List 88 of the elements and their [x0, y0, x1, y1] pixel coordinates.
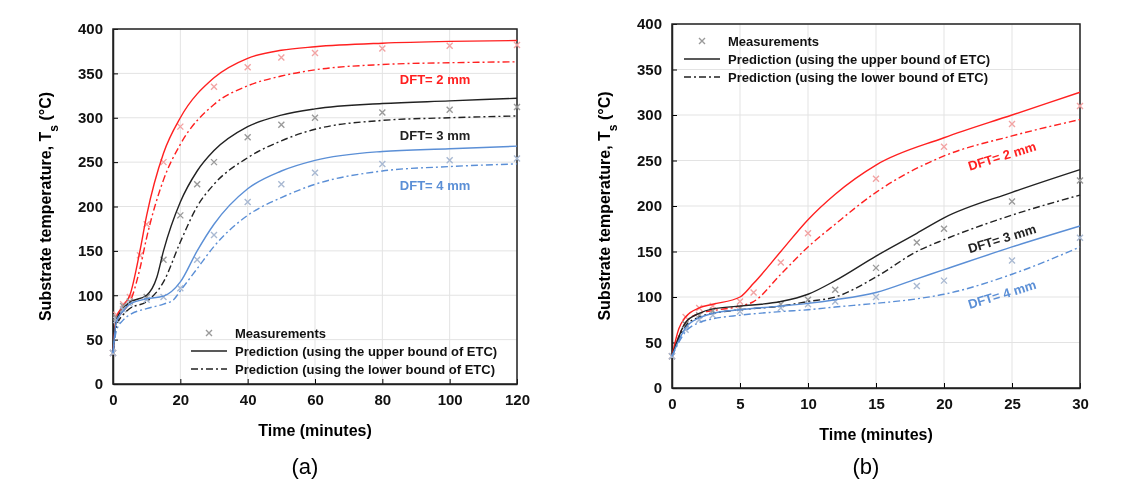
- point: [872, 264, 880, 272]
- legend-label: Prediction (using the lower bound of ETC): [728, 70, 988, 85]
- y-tick-label: 0: [653, 379, 662, 397]
- y-tick-label: 300: [636, 106, 662, 124]
- x-tick-label: 25: [1004, 394, 1021, 412]
- legend-label: Prediction (using the lower bound of ETC): [235, 362, 495, 377]
- x-tick-label: 100: [437, 390, 463, 408]
- legend-label: Prediction (using the upper bound of ETC): [235, 344, 498, 359]
- point: [913, 238, 921, 247]
- annotation: DFT= 2 mm: [966, 138, 1038, 174]
- point: [243, 133, 252, 141]
- x-axis-title: Time (minutes): [258, 422, 372, 439]
- point: [1008, 120, 1016, 128]
- y-tick-label: 300: [77, 109, 103, 127]
- point: [513, 103, 521, 111]
- point: [445, 106, 454, 114]
- point: [940, 225, 948, 233]
- y-tick-label: 400: [636, 15, 662, 33]
- point: [1076, 176, 1084, 185]
- point: [277, 180, 286, 189]
- x-tick-label: 0: [668, 394, 677, 412]
- point: [831, 286, 839, 294]
- point: [1076, 234, 1084, 242]
- point: [872, 175, 880, 183]
- annotation: DFT= 4 mm: [966, 277, 1038, 312]
- y-tick-label: 250: [636, 151, 662, 169]
- x-tick-label: 120: [504, 390, 531, 408]
- y-tick-label: 200: [77, 197, 103, 215]
- point: [445, 42, 454, 50]
- point: [749, 288, 758, 297]
- point: [777, 258, 785, 267]
- x-tick-label: 20: [172, 390, 190, 408]
- text: (a): [291, 454, 319, 479]
- point: [193, 180, 201, 189]
- x-tick-label: 10: [800, 394, 817, 412]
- text: (b): [852, 454, 880, 479]
- annotation: DFT= 3 mm: [399, 127, 471, 143]
- point: [804, 229, 812, 237]
- x-axis-title: Time (minutes): [819, 426, 933, 443]
- annotation: DFT= 2 mm: [399, 72, 471, 88]
- y-tick-label: 150: [636, 242, 662, 260]
- point: [277, 121, 286, 129]
- y-tick-label: 200: [636, 197, 662, 215]
- point: [1008, 256, 1016, 265]
- y-tick-label: 50: [86, 330, 103, 348]
- legend-label: Measurements: [235, 326, 327, 341]
- point: [513, 154, 521, 163]
- point: [513, 41, 521, 49]
- point: [378, 160, 387, 168]
- annotation: DFT= 4 mm: [399, 177, 471, 193]
- y-tick-label: 100: [636, 288, 662, 306]
- point: [940, 143, 948, 151]
- point: [445, 156, 454, 165]
- y-tick-label: 350: [636, 60, 662, 78]
- point: [1076, 102, 1084, 110]
- x-tick-label: 80: [374, 390, 392, 408]
- y-tick-label: 0: [94, 375, 103, 393]
- x-tick-label: 0: [109, 390, 118, 408]
- point: [210, 82, 218, 91]
- point: [311, 169, 319, 177]
- x-tick-label: 20: [936, 394, 953, 412]
- point: [277, 53, 286, 62]
- x-tick-label: 40: [239, 390, 257, 408]
- point: [243, 198, 252, 206]
- x-tick-label: 15: [868, 394, 885, 412]
- point: [913, 282, 921, 290]
- point: [378, 108, 387, 117]
- y-tick-label: 350: [77, 64, 103, 82]
- point: [210, 158, 218, 166]
- y-tick-label: 150: [77, 242, 103, 260]
- legend-label: Measurements: [728, 34, 820, 49]
- y-tick-label: 50: [645, 333, 662, 351]
- legend-label: Prediction (using the upper bound of ETC): [728, 52, 991, 67]
- x-tick-label: 5: [736, 394, 745, 412]
- point: [311, 49, 319, 57]
- y-tick-label: 100: [77, 286, 103, 304]
- point: [1008, 197, 1016, 206]
- point: [378, 44, 387, 53]
- point: [176, 211, 185, 220]
- y-tick-label: 250: [77, 153, 103, 171]
- annotation: DFT= 3 mm: [966, 221, 1038, 257]
- point: [243, 63, 252, 71]
- x-tick-label: 30: [1072, 394, 1089, 412]
- point: [940, 276, 948, 285]
- y-tick-label: 400: [77, 20, 103, 38]
- point: [210, 231, 218, 239]
- point: [311, 114, 319, 122]
- x-tick-label: 60: [307, 390, 324, 408]
